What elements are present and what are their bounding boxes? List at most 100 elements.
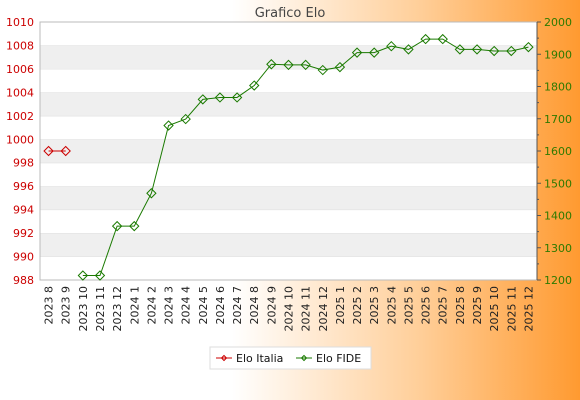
right-tick-label: 1900: [544, 48, 572, 61]
data-point: [60, 145, 71, 157]
left-axis: 988 990 992 994 996 998 1000 1002 1004 1006 1008 10…: [6, 16, 34, 287]
left-tick-label: 992: [13, 227, 34, 240]
right-axis: 1200 1300 1400 1500 1600 1700 1800 1900 2000: [536, 16, 572, 287]
legend-swatch-marker: [300, 354, 308, 362]
x-tick-label: 2025 7: [437, 286, 450, 325]
right-tick-label: 2000: [544, 16, 572, 29]
left-tick-label: 988: [13, 274, 34, 287]
legend: Elo Italia Elo FIDE: [209, 346, 372, 370]
left-tick-label: 990: [13, 251, 34, 264]
right-tick-label: 1400: [544, 210, 572, 223]
right-tick-label: 1700: [544, 113, 572, 126]
left-tick-label: 1008: [6, 39, 34, 52]
x-tick-label: 2024 2: [145, 286, 158, 325]
x-tick-label: 2024 10: [283, 286, 296, 332]
data-point: [454, 44, 466, 55]
legend-box: [209, 346, 372, 370]
data-point: [334, 61, 346, 73]
grid-band: [40, 68, 537, 93]
left-tick-label: 1006: [6, 63, 34, 76]
grid-band: [40, 92, 537, 116]
x-tick-label: 2025 11: [505, 286, 518, 332]
x-tick-label: 2025 6: [420, 286, 433, 325]
data-point: [420, 33, 431, 45]
data-point: [231, 92, 243, 103]
legend-swatch-marker: [220, 354, 228, 362]
x-tick-label: 2024 1: [128, 286, 141, 325]
data-point: [437, 33, 448, 45]
legend-label: Elo Italia: [236, 352, 283, 365]
grid-band: [40, 186, 537, 210]
data-point: [146, 188, 157, 199]
data-point: [180, 113, 191, 125]
right-tick-label: 1300: [544, 242, 572, 255]
data-point: [386, 40, 397, 52]
data-point: [43, 145, 54, 157]
data-point: [300, 59, 311, 71]
data-point: [111, 220, 123, 232]
data-point: [488, 45, 500, 57]
x-tick-label: 2025 4: [385, 286, 398, 325]
x-tick-label: 2025 9: [471, 286, 484, 325]
x-tick-label: 2023 8: [43, 286, 56, 325]
data-point: [317, 64, 328, 76]
data-point: [163, 120, 174, 131]
grid-band: [40, 22, 537, 46]
grid-band: [40, 209, 537, 234]
series-elo-fide: [77, 33, 534, 281]
left-tick-label: 998: [13, 157, 34, 170]
x-tick-label: 2023 9: [60, 286, 73, 325]
left-tick-label: 1000: [6, 133, 34, 146]
x-tick-label: 2025 10: [488, 286, 501, 332]
x-tick-label: 2025 3: [368, 286, 381, 325]
x-tick-label: 2023 10: [77, 286, 90, 332]
data-point: [283, 59, 294, 71]
x-tick-label: 2024 5: [197, 286, 210, 325]
data-point: [471, 44, 483, 55]
x-tick-label: 2024 12: [317, 286, 330, 332]
x-tick-label: 2023 11: [94, 286, 107, 332]
grid-band: [40, 162, 537, 187]
right-tick-label: 1200: [544, 274, 572, 287]
x-tick-label: 2024 9: [265, 286, 278, 325]
series-layer: [43, 33, 534, 281]
data-point: [129, 220, 140, 232]
left-tick-label: 1010: [6, 16, 34, 29]
right-tick-label: 1500: [544, 177, 572, 190]
data-point: [94, 270, 106, 281]
data-point: [523, 41, 534, 53]
x-tick-label: 2025 12: [522, 286, 535, 332]
x-tick-label: 2024 6: [214, 286, 227, 325]
data-point: [214, 92, 226, 103]
legend-label: Elo FIDE: [316, 352, 361, 365]
x-tick-label: 2024 8: [248, 286, 261, 325]
x-tick-label: 2025 8: [454, 286, 467, 325]
grid-band: [40, 139, 537, 163]
data-point: [77, 270, 89, 281]
left-tick-label: 1002: [6, 110, 34, 123]
x-tick-label: 2024 3: [163, 286, 176, 325]
grid-band: [40, 233, 537, 257]
right-tick-label: 1800: [544, 81, 572, 94]
left-tick-label: 996: [13, 180, 34, 193]
data-point: [506, 45, 517, 57]
x-tick-label: 2024 11: [300, 286, 313, 332]
grid-bands: [40, 21, 537, 280]
series-elo-italia: [43, 145, 71, 157]
series-line: [82, 38, 529, 276]
data-point: [351, 47, 363, 58]
x-tick-label: 2024 7: [231, 286, 244, 325]
x-tick-label: 2025 5: [402, 286, 415, 325]
left-tick-label: 1004: [6, 86, 34, 99]
right-tick-label: 1600: [544, 145, 572, 158]
data-point: [249, 80, 260, 91]
x-tick-label: 2024 4: [180, 286, 193, 325]
chart-title: Grafico Elo: [255, 6, 326, 21]
x-tick-label: 2025 2: [351, 286, 364, 325]
data-point: [368, 47, 380, 58]
x-tick-label: 2025 1: [334, 286, 347, 325]
grid-band: [40, 45, 537, 69]
